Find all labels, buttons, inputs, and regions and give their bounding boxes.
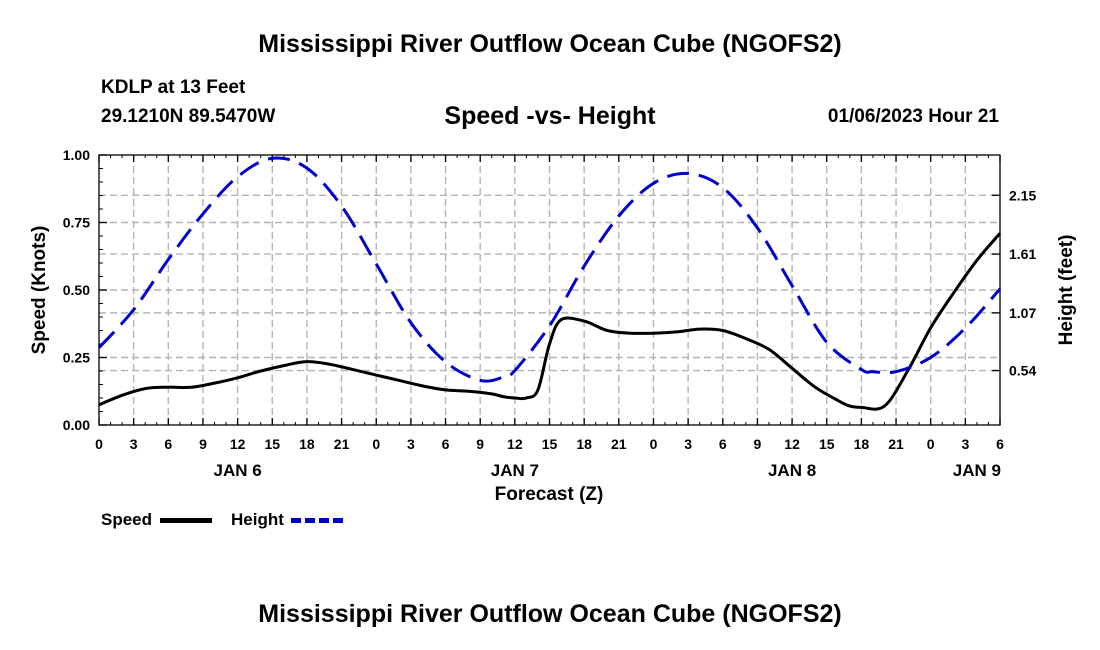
legend-speed-line: [160, 518, 212, 523]
axis-labels: 0 3 6 9 12 15 18 21 0 3 6 9 12 15 18 21 0 3 6 9 12 15 18 21 0 3 6 J…: [63, 147, 1037, 480]
day-label: JAN 6: [214, 461, 262, 480]
x-tick-label: 3: [407, 436, 415, 452]
x-tick-label: 18: [299, 436, 315, 452]
x-tick-label: 18: [576, 436, 592, 452]
plot-frame: [98, 154, 1001, 426]
x-tick-label: 9: [476, 436, 484, 452]
left-tick-label: 0.00: [63, 417, 90, 433]
right-tick-label: 1.07: [1009, 305, 1036, 321]
station-coordinates: 29.1210N 89.5470W: [101, 106, 276, 127]
x-tick-label: 0: [927, 436, 935, 452]
x-tick-label: 12: [230, 436, 246, 452]
x-tick-label: 18: [854, 436, 870, 452]
chart-subtitle: Speed -vs- Height: [444, 102, 656, 130]
day-label: JAN 9: [953, 461, 1001, 480]
forecast-datetime: 01/06/2023 Hour 21: [827, 106, 999, 127]
x-tick-label: 9: [199, 436, 207, 452]
x-tick-label: 3: [130, 436, 138, 452]
height-series-line: [97, 156, 1002, 383]
station-label: KDLP at 13 Feet: [101, 77, 246, 98]
x-tick-label: 12: [507, 436, 523, 452]
x-tick-label: 3: [684, 436, 692, 452]
right-tick-label: 0.54: [1009, 363, 1036, 379]
x-tick-label: 21: [888, 436, 904, 452]
legend-speed-label: Speed: [101, 510, 153, 529]
left-tick-label: 0.75: [63, 215, 90, 231]
x-tick-label: 6: [164, 436, 172, 452]
x-tick-label: 9: [754, 436, 762, 452]
day-label: JAN 8: [768, 461, 816, 480]
x-tick-label: 15: [264, 436, 280, 452]
right-axis-title: Height (feet): [1056, 235, 1077, 346]
grid: [99, 155, 1000, 425]
legend-height-line: [291, 518, 343, 523]
series-lines: [97, 156, 1002, 411]
x-tick-label: 0: [372, 436, 380, 452]
chart-title: Mississippi River Outflow Ocean Cube (NG…: [258, 30, 842, 58]
left-tick-label: 0.50: [63, 282, 90, 298]
x-tick-label: 12: [784, 436, 800, 452]
x-tick-label: 21: [334, 436, 350, 452]
right-tick-label: 1.61: [1009, 246, 1036, 262]
x-tick-label: 0: [650, 436, 658, 452]
left-axis-title: Speed (Knots): [29, 226, 50, 355]
x-tick-label: 0: [95, 436, 103, 452]
day-label: JAN 7: [491, 461, 539, 480]
x-axis-title: Forecast (Z): [495, 484, 604, 505]
left-tick-label: 1.00: [63, 147, 90, 163]
x-tick-label: 21: [611, 436, 627, 452]
left-tick-label: 0.25: [63, 350, 90, 366]
x-tick-label: 3: [961, 436, 969, 452]
x-tick-label: 6: [719, 436, 727, 452]
right-tick-label: 2.15: [1009, 187, 1036, 203]
footer-title: Mississippi River Outflow Ocean Cube (NG…: [258, 600, 842, 628]
x-tick-label: 15: [819, 436, 835, 452]
x-tick-label: 15: [542, 436, 558, 452]
speed-series-line: [98, 232, 1002, 411]
legend-height-label: Height: [231, 510, 284, 529]
x-tick-label: 6: [996, 436, 1004, 452]
x-tick-label: 6: [442, 436, 450, 452]
